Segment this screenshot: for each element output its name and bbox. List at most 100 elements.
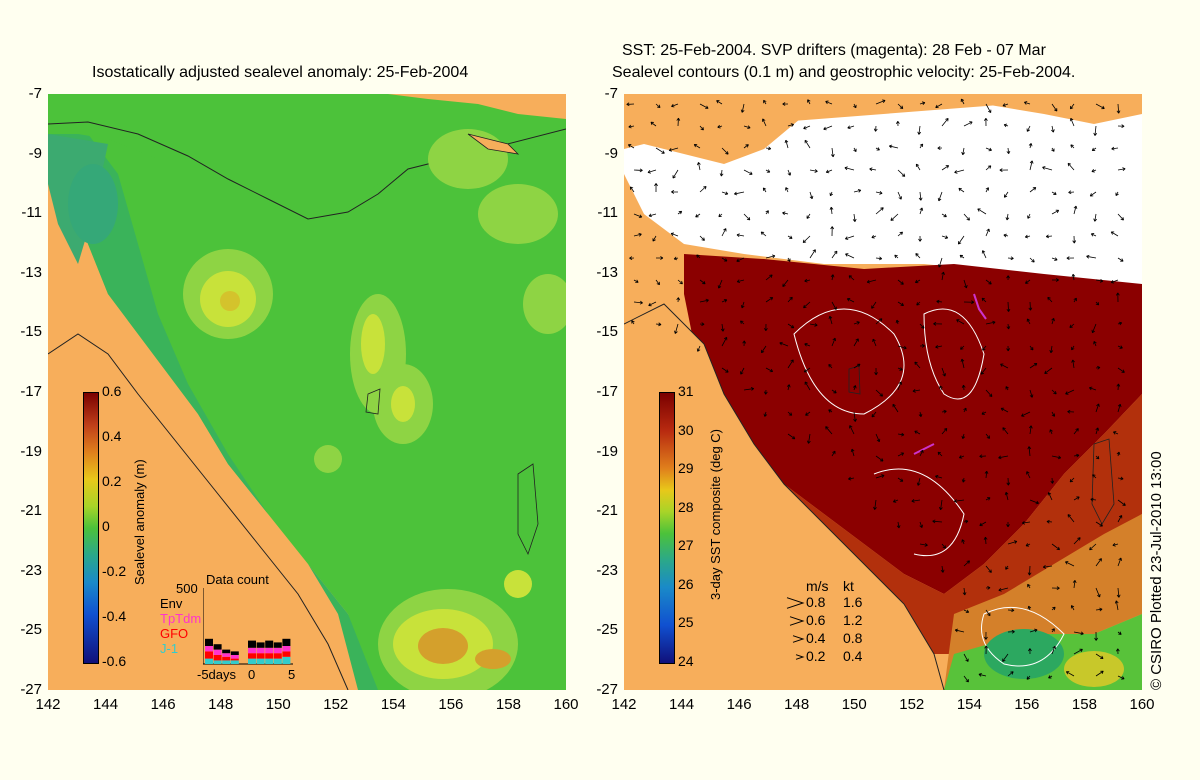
velocity-arrow [1117,675,1125,680]
data-count-bars [203,588,293,665]
velocity-arrow [941,235,949,239]
velocity-arrow [1095,653,1104,659]
lat-tick-label: -9 [28,144,42,162]
velocity-arrow [941,409,947,414]
velocity-arrow [1117,124,1125,129]
colorbar-tick-label: -0.6 [102,653,127,669]
data-count-x-zero: 0 [248,667,256,682]
velocity-arrow [1095,427,1100,435]
data-count-bar-segment [273,642,282,648]
velocity-arrow [809,169,818,173]
velocity-arrow [760,231,767,237]
velocity-arrow [848,476,855,481]
sealevel-anomaly-map[interactable] [48,94,566,690]
velocity-arrow [733,191,745,196]
sst-map[interactable] [624,94,1142,690]
velocity-arrow [831,337,837,347]
velocity-arrow [803,367,811,373]
velocity-arrow [985,103,992,114]
velocity-arrow [919,449,924,457]
velocity-arrow [872,338,877,347]
velocity-arrow [852,213,857,222]
velocity-arrow [782,102,789,106]
data-count-bar-segment [213,644,222,650]
velocity-arrow [668,147,679,152]
velocity-legend-kt-header: kt [843,578,854,594]
velocity-arrow [998,587,1009,592]
velocity-arrow [977,208,987,215]
velocity-arrow [1090,497,1097,502]
velocity-arrow [719,169,724,177]
velocity-arrow [999,168,1009,172]
velocity-arrow [762,187,767,193]
velocity-arrow [875,99,886,105]
velocity-arrow [648,301,657,307]
velocity-arrow [804,278,811,283]
velocity-arrow [954,169,965,174]
velocity-arrow [1006,323,1011,330]
velocity-arrow [919,323,925,329]
data-count-bar-segment [205,638,213,646]
velocity-arrow [765,367,774,373]
velocity-arrow [1003,123,1009,128]
velocity-arrow [979,454,987,459]
velocity-arrow [1117,167,1126,172]
velocity-arrow [787,433,796,440]
velocity-arrow [940,565,945,573]
velocity-arrow [1024,234,1031,239]
velocity-arrow [963,609,970,613]
data-source-env: Env [160,596,183,611]
velocity-arrow [1116,383,1121,391]
velocity-arrow [1095,278,1104,283]
data-count-bar-segment [205,646,213,652]
velocity-arrow [1029,257,1035,263]
velocity-arrow [1027,213,1031,219]
velocity-arrow [1071,345,1075,351]
velocity-arrow [1093,213,1098,222]
velocity-arrow [787,123,795,127]
velocity-arrow [853,411,857,422]
velocity-arrow [911,499,921,503]
velocity-arrow [919,521,923,528]
velocity-arrow [1095,521,1103,527]
velocity-arrow [1049,429,1053,435]
velocity-arrow [1004,491,1009,501]
velocity-arrow [655,103,661,109]
velocity-legend-ms: 0.8 [806,594,826,610]
velocity-arrow [985,187,989,193]
velocity-arrow-icon [795,654,805,660]
velocity-arrow [1051,645,1056,655]
velocity-arrow [721,336,728,347]
velocity-arrow [914,430,921,435]
velocity-arrow [853,188,862,193]
credit-text: © CSIRO Plotted 23-Jul-2010 13:00 [1148,451,1165,690]
velocity-arrow [897,169,906,177]
velocity-arrow [807,99,811,105]
velocity-arrow [1095,587,1101,598]
velocity-arrow [941,543,946,549]
velocity-arrow [1000,363,1009,369]
velocity-arrow [1029,389,1034,398]
velocity-arrow [721,191,729,196]
velocity-arrow [740,301,745,309]
data-count-bar-segment [256,647,265,654]
sst-colorbar-label: 3-day SST composite (deg C) [708,429,723,600]
velocity-arrow [1050,477,1055,484]
velocity-arrow [1029,362,1038,369]
velocity-arrow [1027,583,1031,589]
velocity-arrow [805,411,811,416]
velocity-arrow [787,359,794,369]
velocity-arrow [875,389,884,397]
velocity-arrow [875,474,885,479]
velocity-arrow [979,521,987,527]
velocity-arrow [825,169,833,174]
velocity-arrow [1117,367,1125,373]
velocity-arrow [1095,403,1100,413]
velocity-arrow [985,497,991,501]
velocity-arrow [875,191,883,195]
velocity-arrow [897,103,904,109]
velocity-arrow [1003,233,1009,238]
velocity-arrow [655,279,660,286]
colorbar-tick-label: 29 [678,460,694,477]
velocity-arrow [953,499,965,503]
